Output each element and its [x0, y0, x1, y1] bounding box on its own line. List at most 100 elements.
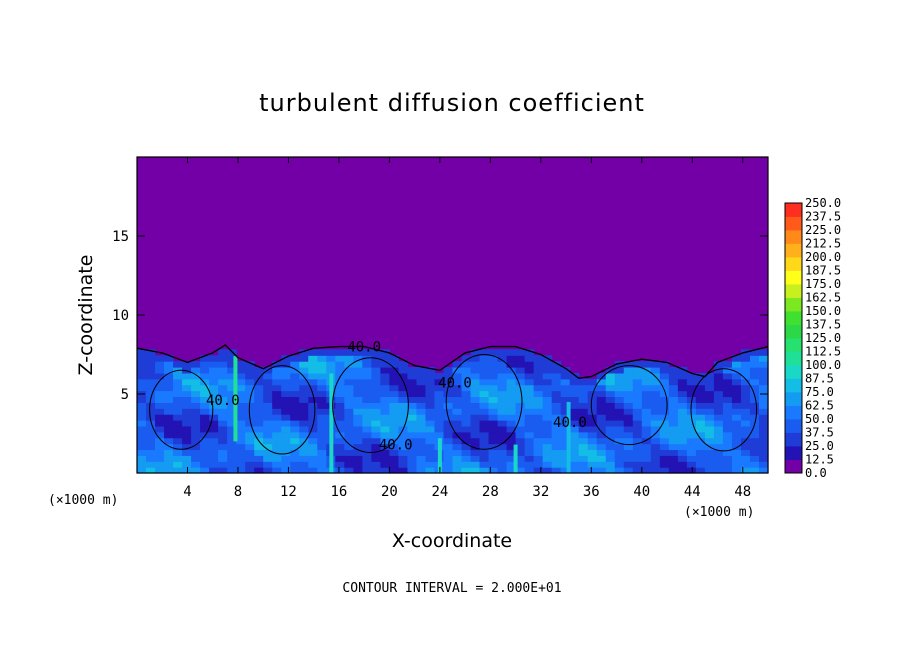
field-cell — [497, 420, 508, 427]
field-cell — [470, 396, 481, 403]
field-cell — [758, 461, 769, 468]
field-cell — [353, 378, 363, 386]
colorbar-swatch — [785, 432, 802, 447]
field-cell — [146, 384, 156, 392]
colorbar-swatch — [785, 459, 802, 474]
field-cell — [695, 378, 706, 386]
field-cell — [695, 420, 706, 427]
field-cell — [614, 408, 625, 415]
field-cell — [461, 414, 472, 421]
field-cell — [425, 372, 436, 380]
field-cell — [218, 461, 228, 468]
field-cell — [308, 349, 318, 356]
field-cell — [731, 467, 742, 474]
field-cell — [155, 455, 165, 462]
field-cell — [227, 414, 237, 421]
field-cell — [281, 372, 291, 380]
colorbar-label: 225.0 — [805, 223, 841, 237]
field-cell — [299, 349, 309, 356]
field-cell — [524, 431, 535, 439]
field-cell — [578, 408, 589, 415]
field-cell — [182, 414, 192, 421]
field-cell — [596, 461, 607, 468]
field-cell — [515, 390, 526, 398]
field-cell — [227, 437, 237, 445]
field-cell — [398, 455, 409, 462]
field-cell — [218, 467, 228, 474]
field-cell — [164, 449, 174, 456]
field-cell — [380, 378, 390, 386]
field-cell — [299, 431, 309, 439]
field-cell — [218, 420, 228, 427]
field-cell — [623, 420, 634, 427]
field-cell — [713, 467, 724, 474]
field-cell — [146, 402, 156, 409]
field-cell — [668, 449, 679, 456]
field-cell — [641, 396, 652, 403]
field-cell — [407, 425, 418, 433]
field-cell — [758, 367, 769, 374]
field-cell — [488, 396, 499, 403]
field-cell — [425, 378, 436, 386]
field-cell — [461, 467, 472, 474]
field-cell — [569, 402, 580, 409]
field-cell — [614, 390, 625, 398]
field-cell — [290, 402, 300, 409]
field-cell — [299, 461, 309, 468]
field-cell — [443, 372, 454, 380]
field-cell — [164, 378, 174, 386]
field-cell — [506, 372, 517, 380]
field-cell — [173, 425, 183, 433]
field-cell — [470, 455, 481, 462]
field-cell — [623, 425, 634, 433]
field-cell — [632, 414, 643, 421]
field-cell — [542, 443, 553, 451]
field-cell — [749, 361, 760, 368]
colorbar-swatch — [785, 297, 802, 312]
field-cell — [389, 378, 400, 386]
field-cell — [542, 461, 553, 468]
field-cell — [380, 461, 390, 468]
field-cell — [416, 449, 427, 456]
field-cell — [695, 390, 706, 398]
field-cell — [470, 349, 481, 356]
field-cell — [704, 402, 715, 409]
field-cell — [623, 384, 634, 392]
field-cell — [173, 455, 183, 462]
field-cell — [218, 437, 228, 445]
field-cell — [299, 449, 309, 456]
field-cell — [416, 467, 427, 474]
field-cell — [596, 390, 607, 398]
field-cell — [209, 431, 219, 439]
x-tick-label: 28 — [482, 484, 499, 500]
field-cell — [146, 367, 156, 374]
field-cell — [551, 414, 562, 421]
field-cell — [515, 461, 526, 468]
field-cell — [218, 443, 228, 451]
field-cell — [596, 443, 607, 451]
field-cell — [308, 437, 318, 445]
field-cell — [191, 437, 201, 445]
field-cell — [578, 384, 589, 392]
field-cell — [596, 408, 607, 415]
colorbar-swatch — [785, 365, 802, 379]
field-cell — [587, 396, 598, 403]
field-cell — [245, 378, 255, 386]
field-cell — [632, 431, 643, 439]
field-cell — [362, 408, 372, 415]
field-cell — [461, 372, 472, 380]
field-cell — [290, 390, 300, 398]
field-cell — [173, 396, 183, 403]
field-cell — [236, 367, 246, 374]
field-cell — [263, 437, 273, 445]
field-cell — [335, 378, 345, 386]
field-cell — [191, 402, 201, 409]
field-cell — [362, 355, 372, 362]
field-cell — [470, 437, 481, 445]
field-cell — [749, 355, 760, 362]
field-cell — [515, 449, 526, 456]
field-cell — [272, 396, 282, 403]
field-cell — [164, 355, 174, 362]
field-cell — [614, 425, 625, 433]
